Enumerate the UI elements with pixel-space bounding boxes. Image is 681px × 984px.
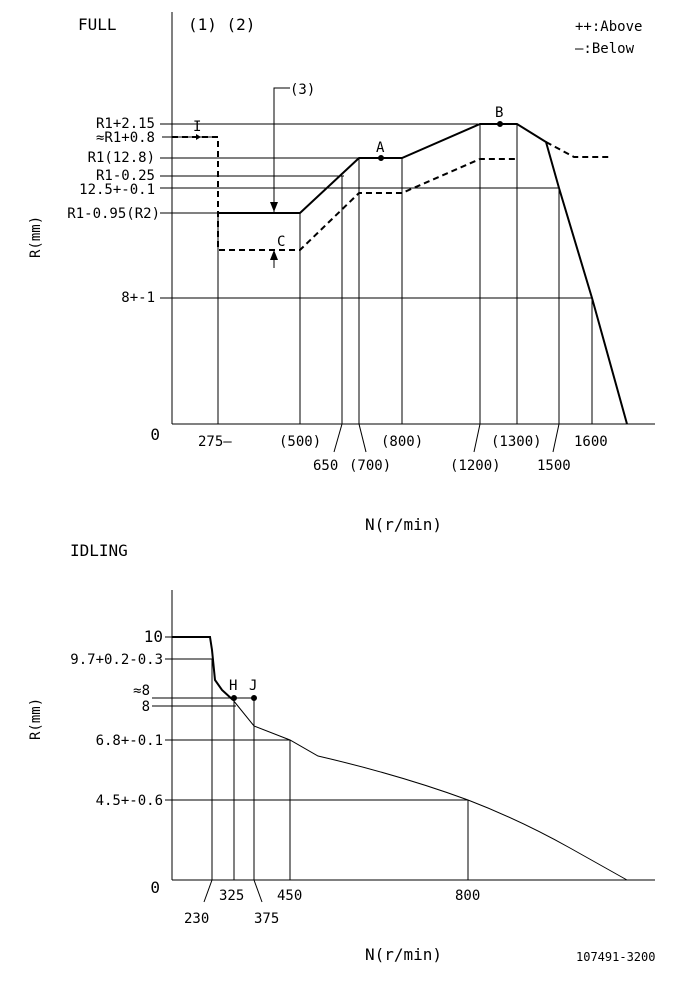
x-label-700: (700) xyxy=(349,458,391,474)
full-title: FULL xyxy=(78,15,117,34)
x-label-1500: 1500 xyxy=(537,458,571,474)
x-label-500: (500) xyxy=(279,434,321,450)
y-label-r1-095: R1-0.95(R2) xyxy=(67,206,160,222)
idling-title: IDLING xyxy=(70,541,128,560)
y-label-zero-full: 0 xyxy=(150,425,160,444)
iy-label-45: 4.5+-0.6 xyxy=(96,793,163,809)
point-a-label: A xyxy=(376,140,385,156)
point-c-label: C xyxy=(277,234,285,250)
ix-label-375: 375 xyxy=(254,911,279,927)
full-diagram xyxy=(160,12,655,425)
full-lower-curve-right xyxy=(545,141,612,158)
idling-diagram xyxy=(152,590,655,881)
y-axis-title-full: R(mm) xyxy=(28,216,44,258)
point-j-marker xyxy=(251,695,257,701)
note3-arrowhead-down xyxy=(270,202,278,212)
full-upper-curve xyxy=(218,123,628,425)
tick-connectors-full xyxy=(333,423,560,453)
iy-label-zero: 0 xyxy=(150,878,160,897)
legend-above: ++:Above xyxy=(575,19,642,35)
y-label-125: 12.5+-0.1 xyxy=(79,182,155,198)
y-label-r1-128: R1(12.8) xyxy=(88,150,155,166)
y-label-r1-025: R1-0.25 xyxy=(96,168,155,184)
x-label-1300: (1300) xyxy=(491,434,542,450)
point-h-marker xyxy=(231,695,237,701)
point-j-label: J xyxy=(249,678,257,694)
y-label-8: 8+-1 xyxy=(121,290,155,306)
y-axis-title-idling: R(mm) xyxy=(28,698,44,740)
idling-curve xyxy=(232,699,628,881)
ix-label-450: 450 xyxy=(277,888,302,904)
x-label-275: 275— xyxy=(198,434,232,450)
point-b-label: B xyxy=(495,105,503,121)
full-notes: (1) (2) xyxy=(188,15,255,34)
doc-number: 107491-3200 xyxy=(576,950,655,964)
x-label-1600: 1600 xyxy=(574,434,608,450)
iy-label-8: 8 xyxy=(142,699,150,715)
note3-label: (3) xyxy=(290,82,315,98)
tick-connectors-idling xyxy=(203,879,263,903)
point-b-marker xyxy=(497,121,503,127)
x-label-800: (800) xyxy=(381,434,423,450)
i-mark-label: I xyxy=(193,119,201,135)
legend-below: —:Below xyxy=(575,41,635,57)
iy-label-97: 9.7+0.2-0.3 xyxy=(70,652,163,668)
ix-label-325: 325 xyxy=(219,888,244,904)
full-lower-curve-left xyxy=(172,136,517,251)
y-label-r1-08: ≈R1+0.8 xyxy=(96,130,155,146)
ix-label-230: 230 xyxy=(184,911,209,927)
x-axis-title-idling: N(r/min) xyxy=(365,945,442,964)
point-a-marker xyxy=(378,155,384,161)
y-label-r1-215: R1+2.15 xyxy=(96,116,155,132)
point-h-label: H xyxy=(229,678,237,694)
iy-label-68: 6.8+-0.1 xyxy=(96,733,163,749)
x-label-650: 650 xyxy=(313,458,338,474)
idling-curve-bold xyxy=(172,636,234,701)
x-axis-title-full: N(r/min) xyxy=(365,515,442,534)
x-label-1200: (1200) xyxy=(450,458,501,474)
iy-label-10: 10 xyxy=(144,627,163,646)
i-mark-arrow xyxy=(196,134,201,140)
ix-label-800: 800 xyxy=(455,888,480,904)
iy-label-approx8: ≈8 xyxy=(133,683,150,699)
c-arrowhead-up xyxy=(270,250,278,260)
note3-leader xyxy=(273,87,290,212)
